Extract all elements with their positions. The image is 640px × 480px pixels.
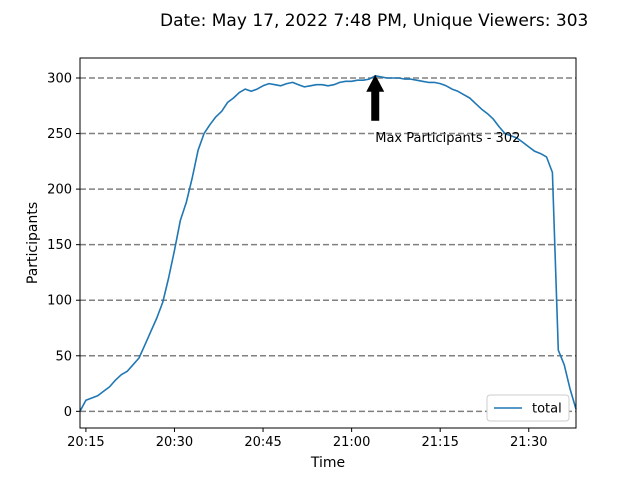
series-layer bbox=[79, 75, 577, 412]
x-tick-label: 20:15 bbox=[67, 435, 104, 450]
y-tick-label: 150 bbox=[47, 238, 72, 253]
annotation-arrow-shaft bbox=[371, 89, 380, 121]
series-line-total bbox=[79, 75, 577, 412]
x-tick-label: 21:30 bbox=[510, 435, 547, 450]
y-tick-label: 100 bbox=[47, 294, 72, 309]
y-tick-label: 200 bbox=[47, 183, 72, 198]
axes-layer: 0 50 100 150 200 250 300 20:15 20:30 20:45 21:00 21… bbox=[25, 57, 577, 471]
y-tick-label: 0 bbox=[64, 405, 72, 420]
legend-box bbox=[486, 394, 570, 422]
x-tick-label: 21:00 bbox=[333, 435, 370, 450]
y-tick-label: 50 bbox=[55, 349, 72, 364]
annotation-layer: Max Participants - 302 bbox=[366, 74, 520, 146]
x-axis-label: Time bbox=[310, 455, 345, 471]
annotation-arrow-head bbox=[366, 74, 385, 92]
chart-title: Date: May 17, 2022 7:48 PM, Unique Viewe… bbox=[160, 11, 589, 31]
plot-frame bbox=[79, 57, 577, 429]
legend-layer: total bbox=[486, 394, 570, 422]
grid-layer bbox=[80, 77, 576, 413]
y-tick-label: 300 bbox=[47, 72, 72, 87]
x-tick-label: 20:30 bbox=[156, 435, 193, 450]
y-tick-label: 250 bbox=[47, 127, 72, 142]
annotation-label: Max Participants - 302 bbox=[375, 131, 520, 146]
legend-label: total bbox=[532, 402, 562, 417]
x-tick-label: 20:45 bbox=[244, 435, 281, 450]
x-tick-label: 21:15 bbox=[421, 435, 458, 450]
y-axis-label: Participants bbox=[25, 202, 41, 284]
